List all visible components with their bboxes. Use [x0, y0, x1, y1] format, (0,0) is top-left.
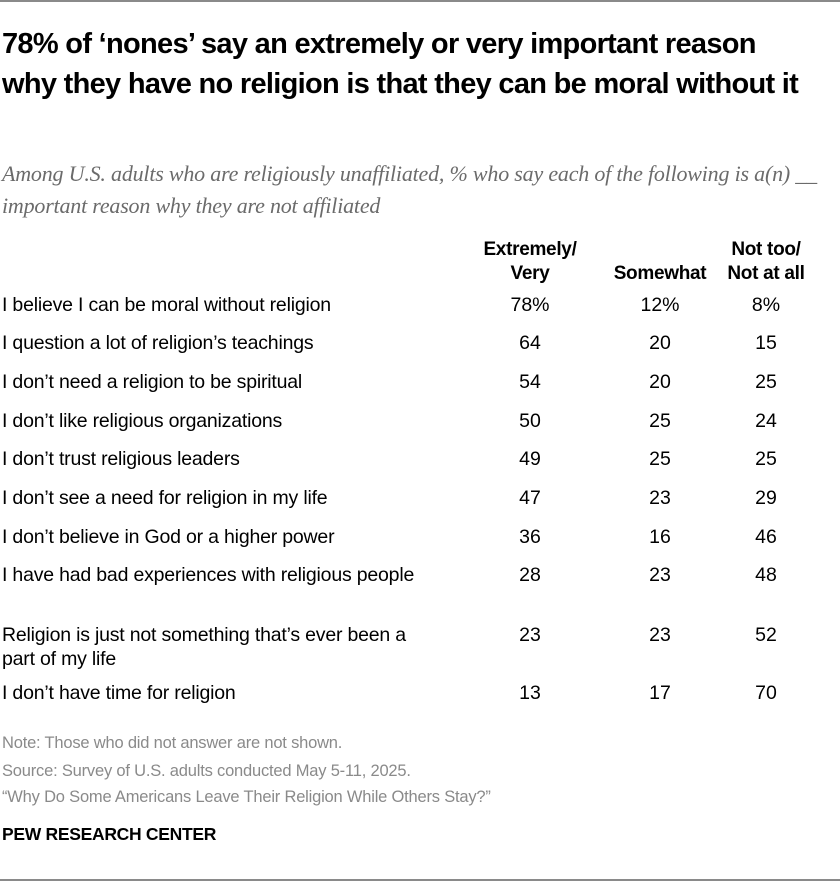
top-rule: [0, 0, 840, 2]
note: Note: Those who did not answer are not s…: [2, 734, 343, 752]
cell-value: 64: [519, 332, 541, 354]
column-header-line: Somewhat: [613, 263, 707, 284]
cell-value: 46: [755, 526, 777, 548]
cell-value: 23: [649, 564, 671, 586]
column-header-line: [600, 238, 720, 262]
bottom-rule: [0, 879, 840, 881]
cell-value: 47: [519, 487, 541, 509]
cell-value: 50: [519, 410, 541, 432]
cell-value: 12%: [640, 294, 680, 316]
column-header-line: Not at all: [727, 263, 805, 284]
cell-value: 70: [755, 682, 777, 704]
cell-value: 36: [519, 526, 541, 548]
row-label: I have had bad experiences with religiou…: [2, 564, 415, 586]
cell-value: 25: [649, 410, 671, 432]
cell-value: 54: [519, 371, 541, 393]
cell-value: 23: [649, 624, 671, 646]
row-label: I don’t need a religion to be spiritual: [2, 371, 303, 393]
row-label: I don’t see a need for religion in my li…: [2, 487, 328, 509]
cell-value: 28: [519, 564, 541, 586]
row-label: I don’t have time for religion: [2, 682, 236, 704]
row-label: I don’t like religious organizations: [2, 410, 283, 432]
cell-value: 52: [755, 624, 777, 646]
cell-value: 8%: [751, 294, 781, 316]
column-header-line: Not too/: [731, 239, 801, 260]
column-header-extremely-very: Extremely/ Very: [470, 238, 590, 286]
pew-logo: PEW RESEARCH CENTER: [2, 824, 217, 844]
cell-value: 48: [755, 564, 777, 586]
row-label: I question a lot of religion’s teachings: [2, 332, 314, 354]
cell-value: 29: [755, 487, 777, 509]
column-header-line: Extremely/: [483, 239, 577, 260]
cell-value: 20: [649, 371, 671, 393]
cell-value: 17: [649, 682, 671, 704]
column-header-somewhat: Somewhat: [600, 238, 720, 286]
cell-value: 20: [649, 332, 671, 354]
cell-value: 49: [519, 448, 541, 470]
chart-subtitle: Among U.S. adults who are religiously un…: [2, 161, 817, 218]
cell-value: 15: [755, 332, 777, 354]
row-label: I don’t believe in God or a higher power: [2, 526, 335, 548]
row-label: Religion is just not something that’s ev…: [2, 624, 406, 670]
cell-value: 13: [519, 682, 541, 704]
row-label: I believe I can be moral without religio…: [2, 294, 331, 316]
chart-title: 78% of ‘nones’ say an extremely or very …: [2, 28, 799, 100]
cell-value: 24: [755, 410, 777, 432]
column-header-not-too-not-at-all: Not too/ Not at all: [716, 238, 816, 286]
cell-value: 25: [649, 448, 671, 470]
cell-value: 23: [519, 624, 541, 646]
cell-value: 78%: [510, 294, 550, 316]
cell-value: 25: [755, 448, 777, 470]
cell-value: 25: [755, 371, 777, 393]
report-title: “Why Do Some Americans Leave Their Relig…: [2, 788, 491, 806]
column-header-line: Very: [510, 263, 550, 284]
row-label: I don’t trust religious leaders: [2, 448, 240, 470]
source: Source: Survey of U.S. adults conducted …: [2, 762, 411, 780]
cell-value: 23: [649, 487, 671, 509]
cell-value: 16: [649, 526, 671, 548]
